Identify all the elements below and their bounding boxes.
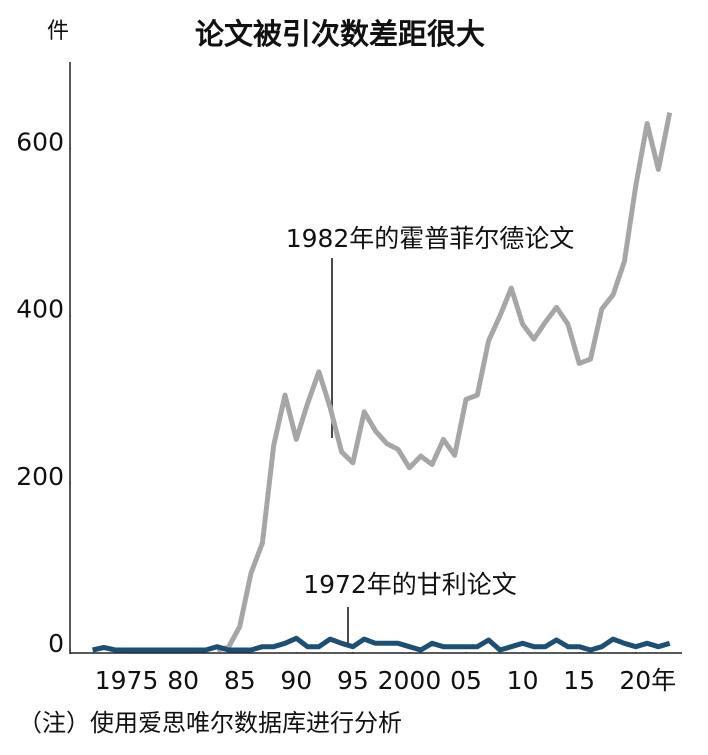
x-tick-label: 15 (563, 666, 595, 695)
chart-title: 论文被引次数差距很大 (195, 17, 485, 51)
series-label: 1972年的甘利论文 (303, 570, 517, 599)
series-line (216, 112, 673, 653)
y-tick-label: 400 (16, 295, 64, 324)
note: （注）使用爱思唯尔数据库进行分析 (18, 709, 402, 737)
x-tick-label: 80 (167, 666, 199, 695)
x-tick-label: 10 (507, 666, 539, 695)
x-tick-label: 90 (280, 666, 312, 695)
x-tick-label: 85 (224, 666, 256, 695)
y-unit: 件 (47, 19, 69, 44)
x-tick-label: 20年 (619, 666, 676, 695)
y-tick-label: 200 (16, 462, 64, 491)
series-label: 1982年的霍普菲尔德论文 (286, 224, 575, 253)
x-tick-label: 95 (337, 666, 369, 695)
x-tick-label: 2000 (378, 666, 442, 695)
series-line (92, 635, 671, 653)
y-tick-label: 0 (48, 629, 64, 658)
x-tick-label: 05 (450, 666, 482, 695)
y-tick-label: 600 (16, 128, 64, 157)
x-tick-label: 1975 (95, 666, 159, 695)
